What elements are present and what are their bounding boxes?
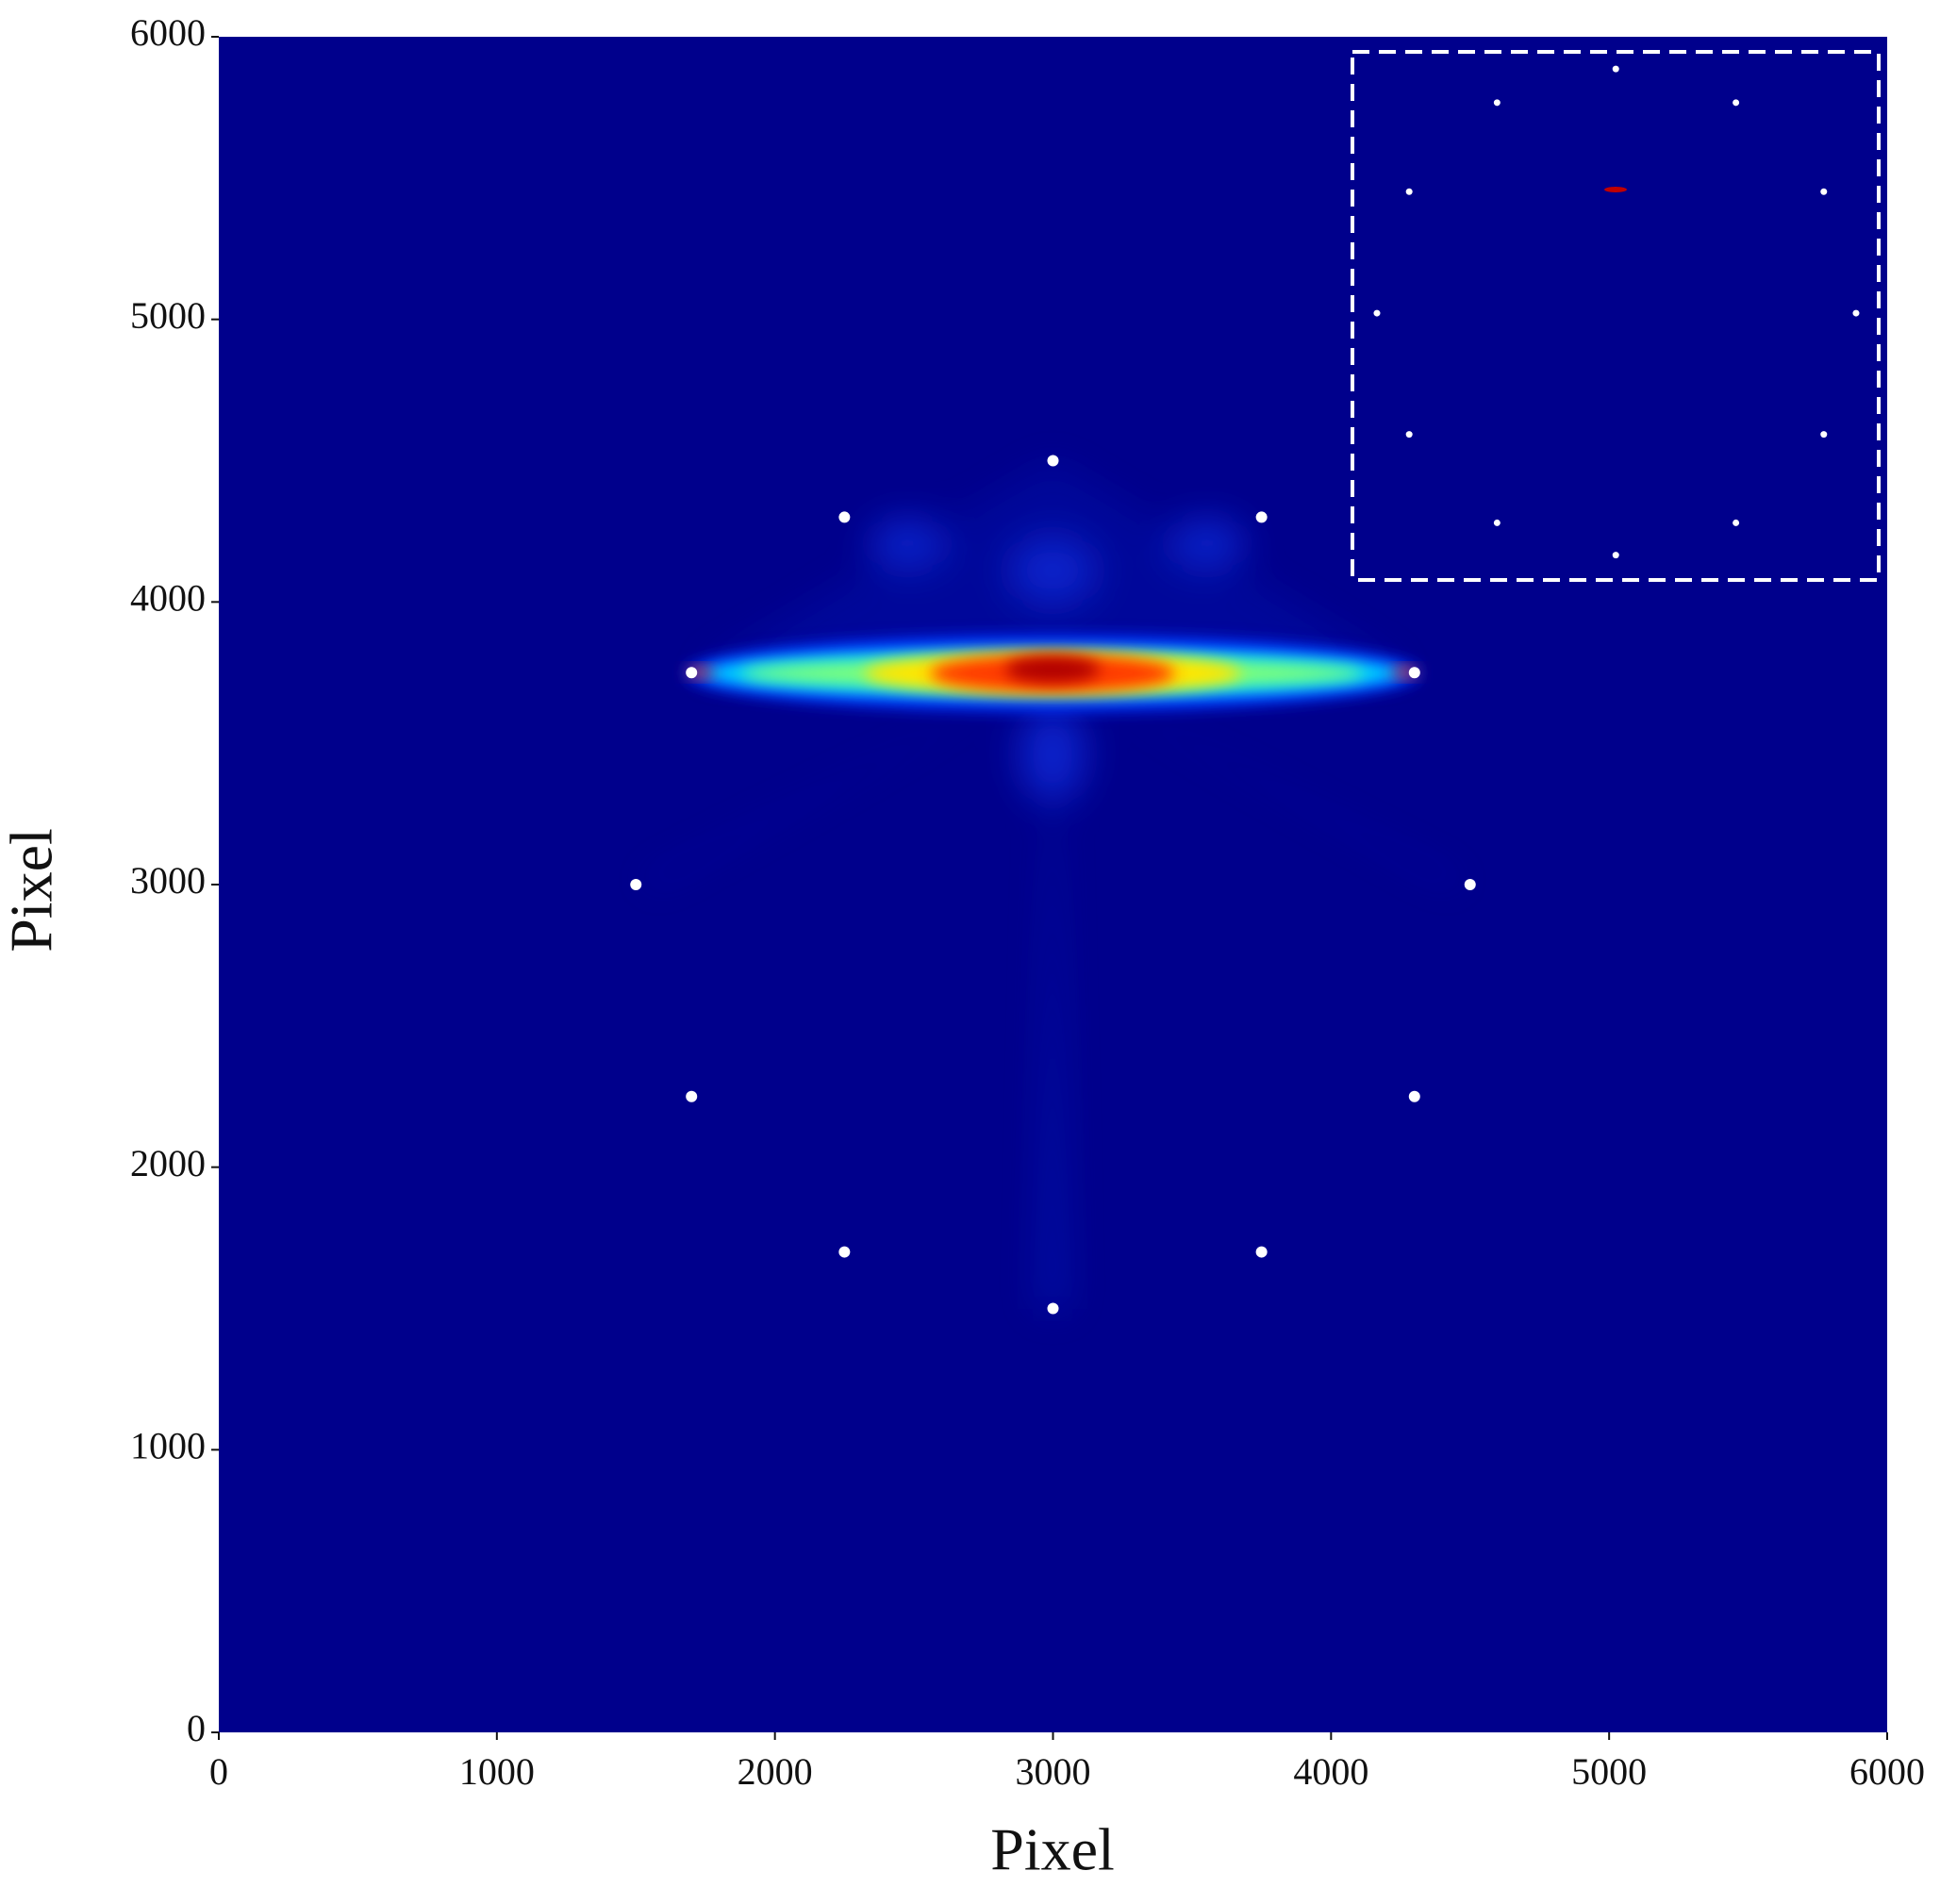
point (838, 511, 851, 523)
x-tick-label: 5000 (1571, 1750, 1647, 1793)
inset-spot (1604, 187, 1627, 192)
point (1820, 188, 1828, 195)
point (1820, 431, 1828, 439)
point (1612, 65, 1619, 73)
point (1047, 1302, 1059, 1315)
point (1464, 879, 1476, 890)
point (630, 879, 642, 890)
y-tick-label: 4000 (130, 577, 206, 620)
intensity-map (637, 460, 1468, 1309)
y-tick-label: 6000 (130, 11, 206, 54)
y-tick-label: 5000 (130, 294, 206, 337)
x-tick-label: 2000 (738, 1750, 813, 1793)
point (1612, 552, 1619, 559)
y-axis-label: Pixel (0, 828, 65, 952)
point (1047, 455, 1059, 467)
point (1405, 188, 1413, 195)
x-tick-label: 6000 (1849, 1750, 1925, 1793)
point (1733, 99, 1740, 107)
y-tick-label: 3000 (130, 859, 206, 902)
x-tick-label: 4000 (1293, 1750, 1368, 1793)
point (1255, 1246, 1268, 1258)
x-axis-label: Pixel (990, 1816, 1115, 1883)
point (1373, 309, 1381, 317)
point (686, 1090, 698, 1102)
y-tick-label: 1000 (130, 1425, 206, 1467)
x-tick-label: 0 (209, 1750, 228, 1793)
band-core (1005, 656, 1100, 683)
point (1408, 1090, 1420, 1102)
x-tick-label: 1000 (459, 1750, 535, 1793)
point (1493, 519, 1501, 526)
point (1405, 431, 1413, 439)
point (1408, 667, 1420, 679)
point (1852, 309, 1860, 317)
point (1493, 99, 1501, 107)
point (686, 667, 698, 679)
point (1255, 511, 1268, 523)
faint-streaks (637, 460, 1468, 1309)
y-tick-label: 0 (187, 1707, 206, 1749)
point (838, 1246, 851, 1258)
y-tick-label: 2000 (130, 1142, 206, 1184)
point (1733, 519, 1740, 526)
x-tick-label: 3000 (1016, 1750, 1091, 1793)
